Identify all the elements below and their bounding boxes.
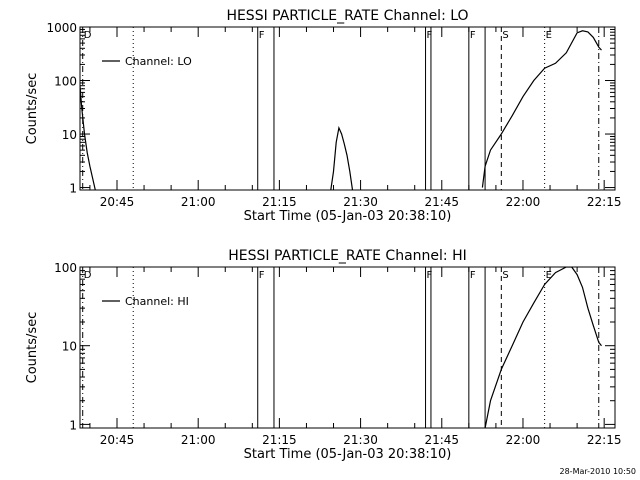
event-marker-label: S: [502, 270, 508, 281]
series-line: [80, 85, 96, 190]
y-tick-label: 100: [54, 75, 77, 89]
x-tick-label: 21:00: [181, 433, 216, 447]
timestamp-stamp: 28-Mar-2010 10:50: [560, 467, 637, 476]
event-marker-label: F: [427, 30, 433, 41]
event-marker-label: E: [546, 270, 552, 281]
series-line: [330, 125, 354, 190]
x-tick-label: 22:15: [587, 433, 622, 447]
event-marker-label: D: [84, 270, 92, 281]
legend-entry: Channel: LO: [125, 55, 192, 68]
plot-frame: [79, 26, 616, 191]
chart-title: HESSI PARTICLE_RATE Channel: HI: [228, 248, 466, 264]
event-marker-label: D: [84, 30, 92, 41]
panel-1: HESSI PARTICLE_RATE Channel: LO 1 10 100 100…: [25, 8, 621, 224]
event-marker-label: F: [259, 270, 265, 281]
event-marker-label: F: [470, 270, 476, 281]
y-tick-label: 1: [69, 182, 77, 196]
x-tick-label: 21:15: [262, 195, 297, 209]
series-line: [484, 267, 602, 428]
x-tick-label: 20:45: [100, 195, 135, 209]
x-axis-label: Start Time (05-Jan-03 20:38:10): [244, 447, 452, 462]
series-line: [481, 30, 602, 188]
x-tick-label: 22:15: [587, 195, 622, 209]
x-tick-label: 22:00: [506, 195, 541, 209]
y-tick-label: 1: [69, 418, 77, 432]
y-tick-label: 10: [62, 128, 77, 142]
plot-frame: [79, 266, 616, 429]
y-tick-label: 10: [62, 340, 77, 354]
event-marker-label: F: [470, 30, 476, 41]
chart-title: HESSI PARTICLE_RATE Channel: LO: [226, 8, 468, 24]
panel-2: HESSI PARTICLE_RATE Channel: HI 1 10 100 20:…: [25, 248, 621, 462]
x-tick-label: 21:15: [262, 433, 297, 447]
y-tick-label: 1000: [46, 21, 77, 35]
event-marker-label: E: [546, 30, 552, 41]
x-axis-label: Start Time (05-Jan-03 20:38:10): [244, 209, 452, 224]
x-tick-label: 21:30: [343, 195, 378, 209]
event-marker-label: F: [259, 30, 265, 41]
y-axis-label: Counts/sec: [25, 312, 40, 384]
x-tick-label: 21:30: [343, 433, 378, 447]
x-tick-label: 21:45: [424, 433, 459, 447]
event-marker-label: S: [502, 30, 508, 41]
x-tick-label: 21:45: [424, 195, 459, 209]
legend-entry: Channel: HI: [125, 295, 189, 308]
x-tick-label: 20:45: [100, 433, 135, 447]
y-axis-label: Counts/sec: [25, 73, 40, 145]
x-tick-label: 21:00: [181, 195, 216, 209]
event-marker-label: F: [427, 270, 433, 281]
x-tick-label: 22:00: [506, 433, 541, 447]
y-tick-label: 100: [54, 261, 77, 275]
